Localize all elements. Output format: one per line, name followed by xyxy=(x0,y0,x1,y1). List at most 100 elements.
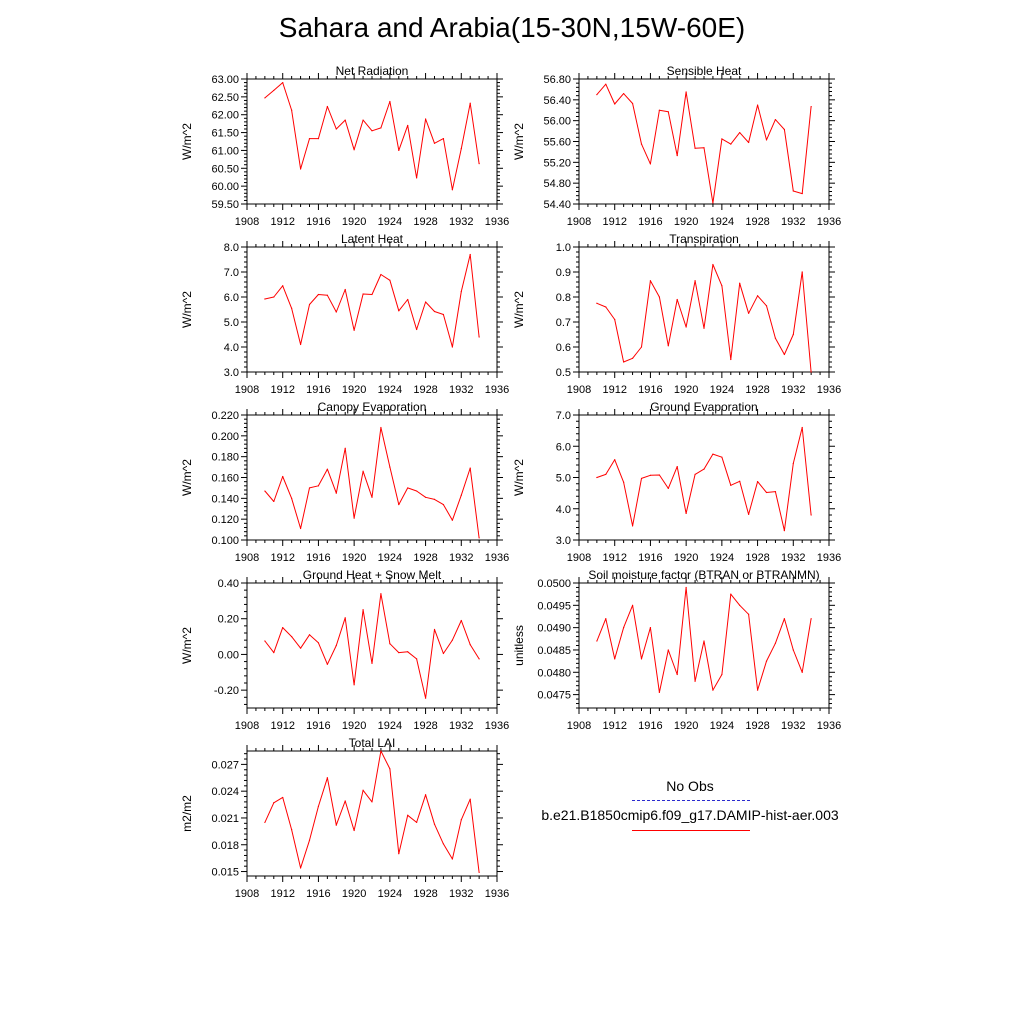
series-line xyxy=(596,587,812,693)
data-point xyxy=(640,658,643,660)
data-point xyxy=(371,130,373,132)
chart-panel: Sensible Heat W/m^2 1908 1912 1916 1920 1924 19… xyxy=(512,64,841,228)
data-point xyxy=(424,118,427,120)
data-point xyxy=(730,484,732,486)
x-tick-label: 1924 xyxy=(710,384,734,396)
y-tick-label: 0.0495 xyxy=(537,600,571,612)
y-axis-label: W/m^2 xyxy=(512,291,526,328)
data-point xyxy=(774,642,777,644)
x-tick-label: 1920 xyxy=(342,888,366,900)
data-point xyxy=(703,640,705,642)
x-tick-label: 1932 xyxy=(781,384,805,396)
data-point xyxy=(658,474,660,476)
y-tick-label: 0.024 xyxy=(211,786,239,798)
data-point xyxy=(299,343,302,346)
y-tick-label: 0.200 xyxy=(211,431,239,443)
data-point xyxy=(721,285,723,287)
data-point xyxy=(282,796,284,799)
y-tick-label: 61.50 xyxy=(211,128,239,140)
data-point xyxy=(407,124,409,127)
data-point xyxy=(721,673,723,676)
data-point xyxy=(317,485,320,487)
y-tick-label: 0.015 xyxy=(211,867,239,879)
x-tick-label: 1916 xyxy=(306,552,330,564)
data-point xyxy=(451,189,453,191)
y-tick-label: 0.018 xyxy=(211,840,239,852)
data-point xyxy=(658,691,660,693)
data-point xyxy=(478,336,480,338)
data-point xyxy=(469,467,471,469)
data-point xyxy=(623,92,625,95)
y-axis-label: m2/m2 xyxy=(180,795,194,832)
data-point xyxy=(730,358,732,361)
x-tick-label: 1924 xyxy=(378,384,402,396)
panel-title: Net Radiation xyxy=(336,64,409,78)
data-point xyxy=(353,517,355,519)
y-tick-label: 0.027 xyxy=(211,759,239,771)
panel-title: Transpiration xyxy=(669,232,739,246)
y-tick-label: 60.50 xyxy=(211,163,239,175)
data-point xyxy=(478,537,480,539)
data-point xyxy=(685,91,687,93)
x-tick-label: 1932 xyxy=(781,216,805,228)
x-tick-label: 1928 xyxy=(413,720,437,732)
data-point xyxy=(640,143,643,145)
series-line xyxy=(264,427,480,538)
data-point xyxy=(380,750,382,752)
y-tick-label: 0.6 xyxy=(556,342,571,354)
x-tick-label: 1912 xyxy=(602,552,626,564)
x-tick-label: 1928 xyxy=(745,384,769,396)
data-point xyxy=(416,821,418,824)
data-point xyxy=(424,496,427,498)
data-point xyxy=(273,802,275,804)
x-tick-label: 1920 xyxy=(674,384,698,396)
y-tick-label: 0.180 xyxy=(211,452,239,464)
x-tick-label: 1936 xyxy=(485,216,509,228)
data-point xyxy=(407,298,409,301)
x-tick-label: 1932 xyxy=(781,552,805,564)
data-point xyxy=(344,119,346,121)
y-axis-label: W/m^2 xyxy=(512,123,526,160)
data-point xyxy=(685,326,687,328)
data-point xyxy=(282,475,284,478)
x-tick-label: 1908 xyxy=(567,384,591,396)
data-point xyxy=(424,301,427,303)
data-point xyxy=(299,647,302,649)
data-point xyxy=(640,346,643,348)
data-point xyxy=(730,593,732,595)
data-point xyxy=(712,263,714,266)
y-tick-label: 4.0 xyxy=(224,342,239,354)
data-point xyxy=(478,658,480,660)
data-point xyxy=(703,327,705,329)
data-point xyxy=(442,503,445,506)
data-point xyxy=(739,480,741,482)
data-point xyxy=(442,138,445,140)
y-tick-label: 6.0 xyxy=(224,292,239,304)
data-point xyxy=(308,487,311,489)
chart-panel: Ground Evaporation W/m^2 1908 1912 1916 1920 1… xyxy=(512,400,841,564)
data-point xyxy=(721,138,723,140)
data-point xyxy=(264,640,266,642)
data-point xyxy=(407,651,409,653)
data-point xyxy=(308,839,311,841)
y-tick-label: 56.80 xyxy=(543,74,571,86)
panel-title: Ground Evaporation xyxy=(650,400,757,414)
y-tick-label: 0.0480 xyxy=(537,667,571,679)
data-point xyxy=(299,527,302,530)
x-tick-label: 1936 xyxy=(485,552,509,564)
data-point xyxy=(371,662,373,664)
x-tick-label: 1932 xyxy=(449,552,473,564)
data-point xyxy=(756,295,759,297)
data-point xyxy=(783,618,785,620)
y-tick-label: 0.20 xyxy=(218,614,239,626)
data-point xyxy=(694,280,696,282)
series-line xyxy=(264,750,480,873)
data-point xyxy=(748,613,750,615)
data-point xyxy=(478,871,480,874)
x-tick-label: 1924 xyxy=(378,216,402,228)
data-point xyxy=(335,492,337,494)
data-point xyxy=(433,498,436,500)
y-tick-label: 4.0 xyxy=(556,504,571,516)
data-point xyxy=(398,853,400,855)
data-point xyxy=(416,658,418,660)
